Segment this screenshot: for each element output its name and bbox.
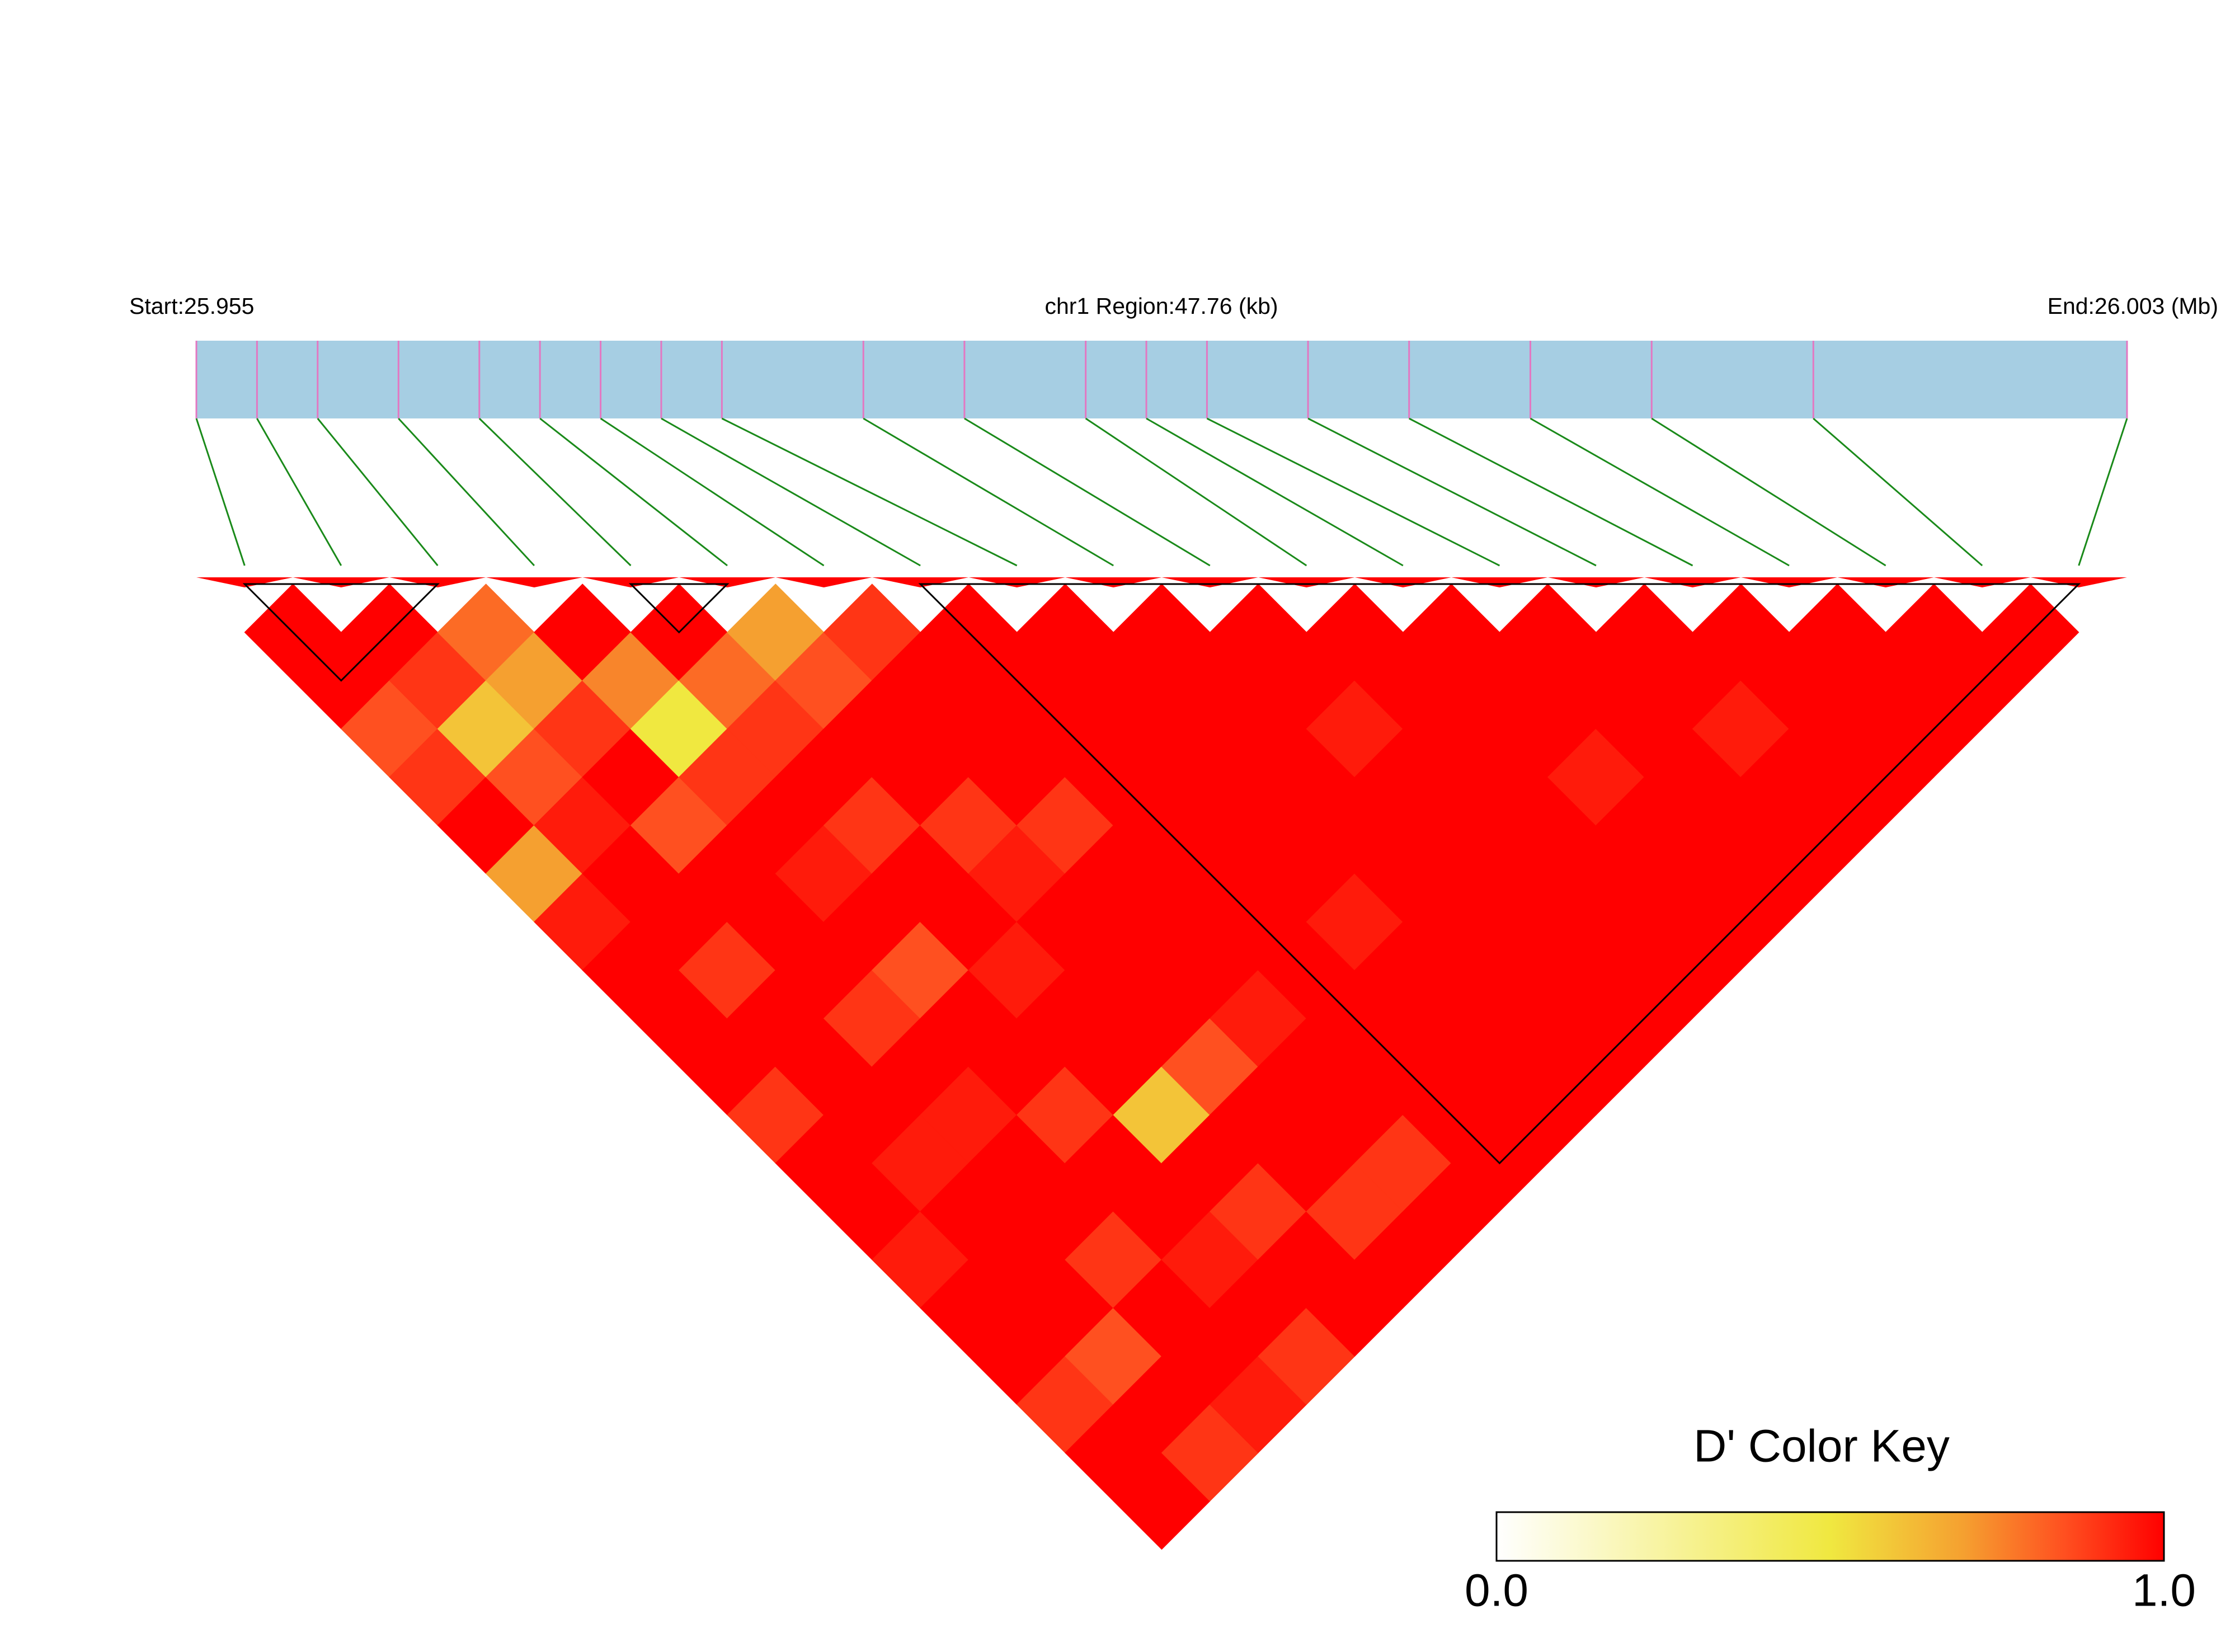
color-key	[1495, 1511, 2165, 1562]
snp-connector	[398, 417, 535, 567]
key-tick-label: 0.0	[1465, 1565, 1528, 1616]
end-label: End:26.003 (Mb)	[2048, 293, 2218, 319]
snp-connector	[1651, 417, 1886, 567]
snp-marker	[389, 577, 486, 587]
snp-connector	[661, 417, 921, 567]
key-tick-label: 1.0	[2132, 1565, 2196, 1616]
snp-connector	[1530, 417, 1790, 567]
snp-marker	[1933, 577, 2031, 587]
snp-marker	[1644, 577, 1741, 587]
snp-connector	[721, 417, 1018, 567]
snp-connector	[317, 418, 439, 566]
snp-marker	[968, 577, 1065, 587]
snp-marker	[1740, 577, 1838, 587]
snp-connector	[478, 417, 632, 567]
snp-marker	[872, 577, 969, 587]
snp-marker	[775, 577, 872, 587]
snp-marker	[2030, 577, 2127, 587]
snp-marker	[1354, 577, 1452, 587]
snp-connector	[1146, 417, 1404, 567]
snp-connector	[1085, 417, 1307, 567]
snp-connector	[539, 417, 728, 567]
region-label: chr1 Region:47.76 (kb)	[1044, 293, 1278, 319]
snp-connector	[863, 417, 1114, 567]
key-title: D' Color Key	[1693, 1421, 1950, 1472]
snp-connector	[195, 418, 246, 566]
snp-marker	[582, 577, 679, 587]
snp-connector	[964, 417, 1211, 567]
snp-connector	[256, 418, 342, 566]
snp-marker	[1547, 577, 1645, 587]
region-bar	[196, 341, 2127, 418]
snp-marker	[1065, 577, 1162, 587]
snp-marker	[1837, 577, 1934, 587]
snp-connector	[600, 417, 825, 567]
snp-connector	[1813, 417, 1983, 567]
snp-marker	[679, 577, 776, 587]
snp-connector	[1206, 417, 1500, 567]
snp-marker	[293, 577, 390, 587]
snp-marker	[1451, 577, 1548, 587]
ld-block	[628, 583, 730, 634]
snp-marker	[196, 577, 293, 587]
snp-connector	[2078, 418, 2128, 566]
snp-connector	[1409, 417, 1693, 567]
snp-marker	[486, 577, 583, 587]
ld-block	[918, 583, 2081, 1165]
start-label: Start:25.955	[129, 293, 254, 319]
snp-marker	[1161, 577, 1259, 587]
snp-connector	[1307, 417, 1597, 567]
snp-marker	[1258, 577, 1355, 587]
ld-block	[242, 583, 440, 682]
